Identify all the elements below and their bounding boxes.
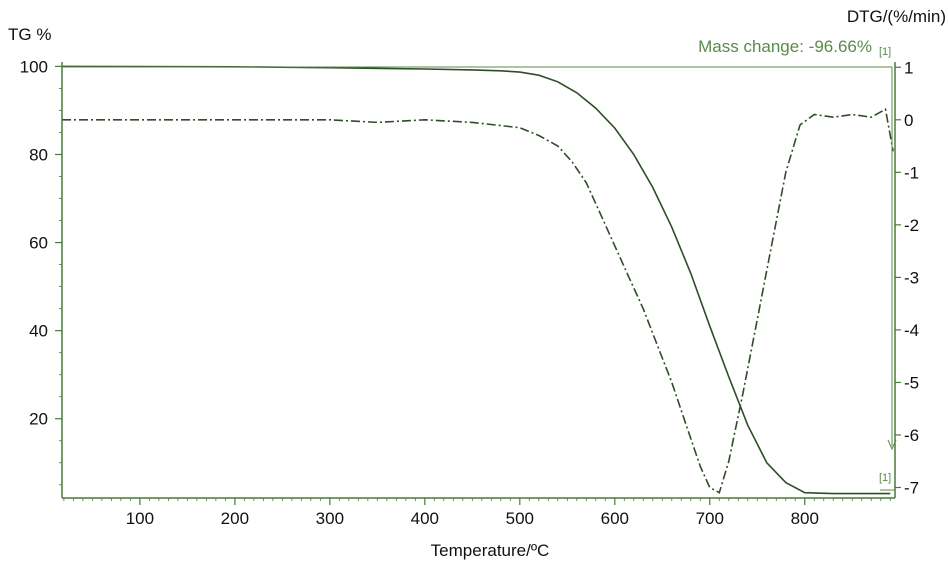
- dtg-curve: [62, 108, 894, 494]
- x-tick-label: 300: [316, 509, 344, 528]
- x-tick-label: 600: [601, 509, 629, 528]
- y-right-tick-label: -7: [904, 478, 919, 497]
- y-right-tick-label: 0: [904, 111, 913, 130]
- y-left-tick-label: 60: [29, 234, 48, 253]
- series-layer: [61, 65, 894, 495]
- y-left-tick-label: 80: [29, 145, 48, 164]
- y-right-tick-label: 1: [904, 58, 913, 77]
- mass-change-annotation: Mass change: -96.66% [1] [1]: [62, 37, 897, 491]
- y-left-ticks: 20 40 60 80 100: [20, 57, 62, 429]
- mass-change-arrowhead: [887, 439, 897, 451]
- marker-bottom-label: [1]: [879, 472, 891, 484]
- x-tick-label: 200: [221, 509, 249, 528]
- x-ticks: 100 200 300 400 500 600 700 800: [126, 498, 819, 528]
- x-axis-title: Temperature/ºC: [431, 541, 550, 560]
- y-left-axis-title: TG %: [8, 25, 51, 44]
- x-tick-label: 500: [506, 509, 534, 528]
- x-tick-label: 700: [696, 509, 724, 528]
- y-left-tick-label: 40: [29, 322, 48, 341]
- y-right-tick-label: -3: [904, 268, 919, 287]
- y-right-ticks: 1 0 -1 -2 -3 -4 -5 -6 -7: [895, 58, 919, 497]
- y-right-axis-title: DTG/(%/min): [847, 7, 946, 26]
- y-left-tick-label: 20: [29, 410, 48, 429]
- axes-layer: 100 200 300 400 500 600 700 800 20 40 60 80 100 1 0 -…: [20, 57, 920, 528]
- y-right-tick-label: -4: [904, 321, 919, 340]
- y-right-tick-label: -6: [904, 426, 919, 445]
- y-right-tick-label: -5: [904, 373, 919, 392]
- mass-change-label: Mass change: -96.66%: [698, 37, 872, 56]
- y-left-tick-label: 100: [20, 57, 48, 76]
- x-tick-label: 400: [411, 509, 439, 528]
- x-tick-label: 800: [791, 509, 819, 528]
- y-right-tick-label: -1: [904, 163, 919, 182]
- x-tick-label: 100: [126, 509, 154, 528]
- tg-curve: [61, 65, 891, 495]
- y-right-tick-label: -2: [904, 216, 919, 235]
- marker-top-label: [1]: [879, 46, 891, 58]
- minor-ticks: [59, 88, 891, 501]
